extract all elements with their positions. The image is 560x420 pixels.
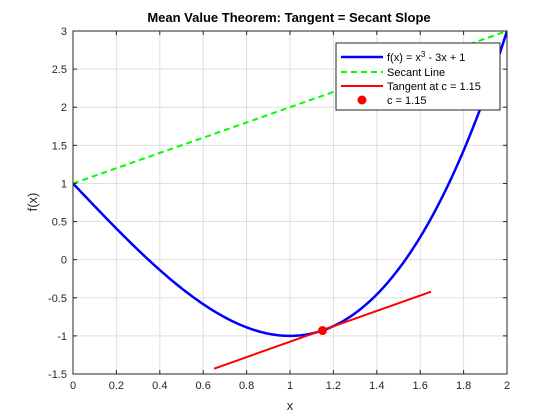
y-tick-label: 0 [61, 255, 67, 267]
legend: f(x) = x3 - 3x + 1 Secant Line Tangent a… [335, 42, 501, 111]
x-tick-label: 0.6 [196, 380, 211, 392]
x-tick-label: 1.8 [456, 380, 471, 392]
y-tick-label: 3 [61, 26, 67, 38]
y-tick-label: 0.5 [52, 217, 67, 229]
legend-label-secant: Secant Line [387, 67, 445, 79]
tick-group: 0 0.2 0.4 0.6 0.8 1 1.2 1.4 1.6 1.8 2 -1.5 -1 -0.5 0 0.… [48, 26, 510, 392]
legend-swatch-point [357, 95, 367, 105]
x-tick-label: 0.8 [239, 380, 254, 392]
y-tick-label: 2.5 [52, 64, 67, 76]
y-tick-label: -0.5 [48, 293, 67, 305]
x-axis-label: x [287, 398, 294, 413]
y-tick-label: -1.5 [48, 369, 67, 381]
legend-label-function-main: f(x) = x [387, 52, 421, 64]
legend-label-tangent: Tangent at c = 1.15 [387, 81, 481, 93]
x-tick-label: 0 [70, 380, 76, 392]
x-tick-label: 2 [504, 380, 510, 392]
y-tick-label: 2 [61, 102, 67, 114]
x-tick-label: 1.6 [413, 380, 428, 392]
y-tick-label: 1 [61, 178, 67, 190]
legend-label-function-exponent: 3 [421, 50, 426, 59]
legend-label-function: f(x) = x3 - 3x + 1 [387, 50, 465, 65]
y-tick-label: -1 [57, 331, 67, 343]
x-tick-label: 0.4 [152, 380, 167, 392]
legend-label-function-rest: - 3x + 1 [425, 52, 465, 64]
legend-label-point: c = 1.15 [387, 95, 426, 107]
function-curve [73, 31, 507, 338]
chart-title: Mean Value Theorem: Tangent = Secant Slo… [147, 10, 430, 25]
point-c-marker [318, 326, 328, 336]
x-tick-label: 0.2 [109, 380, 124, 392]
x-tick-label: 1.2 [326, 380, 341, 392]
y-tick-label: 1.5 [52, 140, 67, 152]
x-tick-label: 1 [287, 380, 293, 392]
x-tick-label: 1.4 [369, 380, 384, 392]
y-axis-label: f(x) [25, 193, 40, 212]
